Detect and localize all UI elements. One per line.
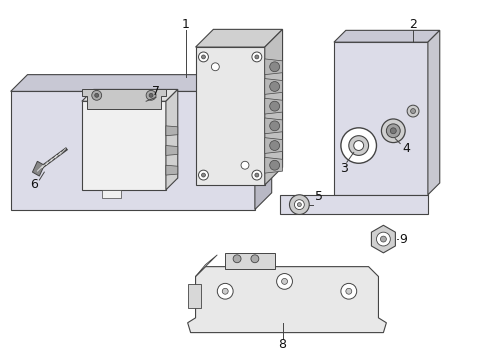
Text: 2: 2 (408, 18, 416, 31)
Polygon shape (264, 118, 282, 134)
Polygon shape (264, 59, 282, 75)
Circle shape (254, 55, 258, 59)
Circle shape (345, 288, 351, 294)
Text: 7: 7 (152, 85, 160, 98)
Circle shape (289, 195, 308, 215)
Circle shape (348, 136, 368, 156)
Circle shape (201, 55, 205, 59)
Circle shape (269, 141, 279, 150)
Polygon shape (165, 145, 178, 156)
Polygon shape (254, 75, 271, 210)
Polygon shape (264, 157, 282, 173)
Circle shape (380, 236, 386, 242)
Circle shape (251, 52, 261, 62)
Text: 8: 8 (278, 338, 286, 351)
Circle shape (251, 170, 261, 180)
Text: 9: 9 (398, 233, 407, 246)
Text: 3: 3 (339, 162, 347, 175)
Circle shape (281, 278, 287, 284)
Polygon shape (165, 165, 178, 175)
Polygon shape (333, 42, 427, 195)
Circle shape (198, 170, 208, 180)
Circle shape (146, 90, 156, 100)
Circle shape (269, 160, 279, 170)
Polygon shape (195, 255, 217, 276)
Circle shape (222, 288, 228, 294)
Polygon shape (81, 89, 165, 109)
Polygon shape (165, 89, 178, 190)
Polygon shape (81, 89, 178, 101)
Circle shape (269, 82, 279, 91)
Circle shape (276, 274, 292, 289)
Polygon shape (165, 126, 178, 136)
Circle shape (376, 232, 389, 246)
Circle shape (233, 255, 241, 263)
Circle shape (95, 93, 99, 97)
Circle shape (149, 93, 153, 97)
Polygon shape (81, 101, 165, 190)
Polygon shape (264, 30, 282, 185)
Circle shape (269, 121, 279, 131)
Circle shape (389, 128, 395, 134)
Circle shape (241, 161, 248, 169)
Text: 4: 4 (402, 142, 409, 155)
Circle shape (198, 52, 208, 62)
Circle shape (254, 173, 258, 177)
Circle shape (211, 63, 219, 71)
Polygon shape (279, 195, 427, 215)
Circle shape (340, 283, 356, 299)
Text: 6: 6 (30, 179, 38, 192)
Polygon shape (264, 138, 282, 153)
Circle shape (250, 255, 258, 263)
Polygon shape (102, 190, 121, 198)
Polygon shape (195, 47, 264, 185)
Polygon shape (11, 91, 254, 210)
Polygon shape (195, 30, 282, 47)
Circle shape (297, 203, 301, 207)
Circle shape (201, 173, 205, 177)
Circle shape (269, 62, 279, 72)
Circle shape (381, 119, 405, 143)
Text: 5: 5 (314, 190, 323, 203)
Text: 1: 1 (182, 18, 189, 31)
Polygon shape (11, 75, 271, 91)
Circle shape (92, 90, 102, 100)
Polygon shape (264, 98, 282, 114)
Circle shape (294, 200, 304, 210)
Circle shape (269, 101, 279, 111)
Polygon shape (187, 267, 386, 333)
Circle shape (407, 105, 418, 117)
Circle shape (410, 109, 415, 113)
Circle shape (340, 128, 376, 163)
Polygon shape (264, 78, 282, 94)
Polygon shape (225, 253, 274, 269)
Polygon shape (32, 161, 44, 176)
Polygon shape (427, 30, 439, 195)
Polygon shape (187, 284, 200, 308)
Circle shape (386, 124, 399, 138)
Polygon shape (333, 30, 439, 42)
Circle shape (353, 141, 363, 150)
Circle shape (217, 283, 233, 299)
